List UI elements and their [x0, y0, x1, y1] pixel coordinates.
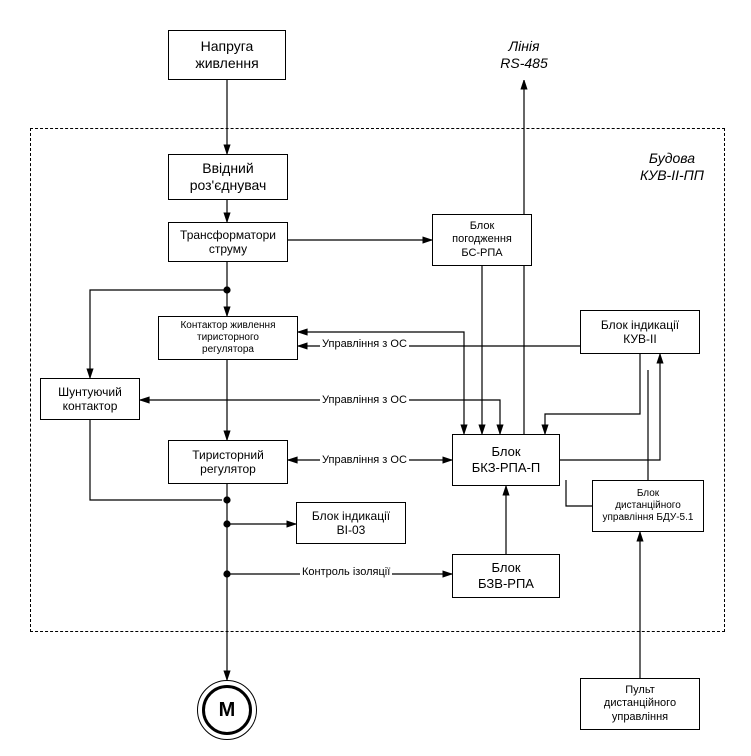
node-n_bzv: Блок БЗВ-РПА — [452, 554, 560, 598]
node-n_pult: Пульт дистанційного управління — [580, 678, 700, 730]
node-n_kontakt: Контактор живлення тиристорного регулято… — [158, 316, 298, 360]
container-label: Будова КУВ-ІІ-ПП — [640, 150, 704, 184]
node-n_rs485: Лінія RS-485 — [480, 30, 568, 80]
node-n_vvid: Ввідний роз'єднувач — [168, 154, 288, 200]
node-n_bkz: Блок БКЗ-РПА-П — [452, 434, 560, 486]
diagram-canvas: Будова КУВ-ІІ-ПП Напруга живлення Лінія R… — [0, 0, 751, 756]
edge-label-e_upr1: Управління з ОС — [320, 338, 409, 351]
motor-symbol: М — [202, 685, 252, 735]
edge-label-e_isol: Контроль ізоляції — [300, 566, 392, 579]
motor-label: М — [219, 699, 236, 722]
edge-label-e_upr3: Управління з ОС — [320, 454, 409, 467]
node-n_bdu: Блок дистанційного управління БДУ-5.1 — [592, 480, 704, 532]
node-n_indkuv: Блок індикації КУВ-ІІ — [580, 310, 700, 354]
edge-label-e_upr2: Управління з ОС — [320, 394, 409, 407]
node-n_bsrpa: Блок погодження БС-РПА — [432, 214, 532, 266]
node-n_power: Напруга живлення — [168, 30, 286, 80]
node-n_bi03: Блок індикації ВІ-03 — [296, 502, 406, 544]
node-n_thyr: Тиристорний регулятор — [168, 440, 288, 484]
node-n_trans: Трансформатори струму — [168, 222, 288, 262]
node-n_shunt: Шунтуючий контактор — [40, 378, 140, 420]
